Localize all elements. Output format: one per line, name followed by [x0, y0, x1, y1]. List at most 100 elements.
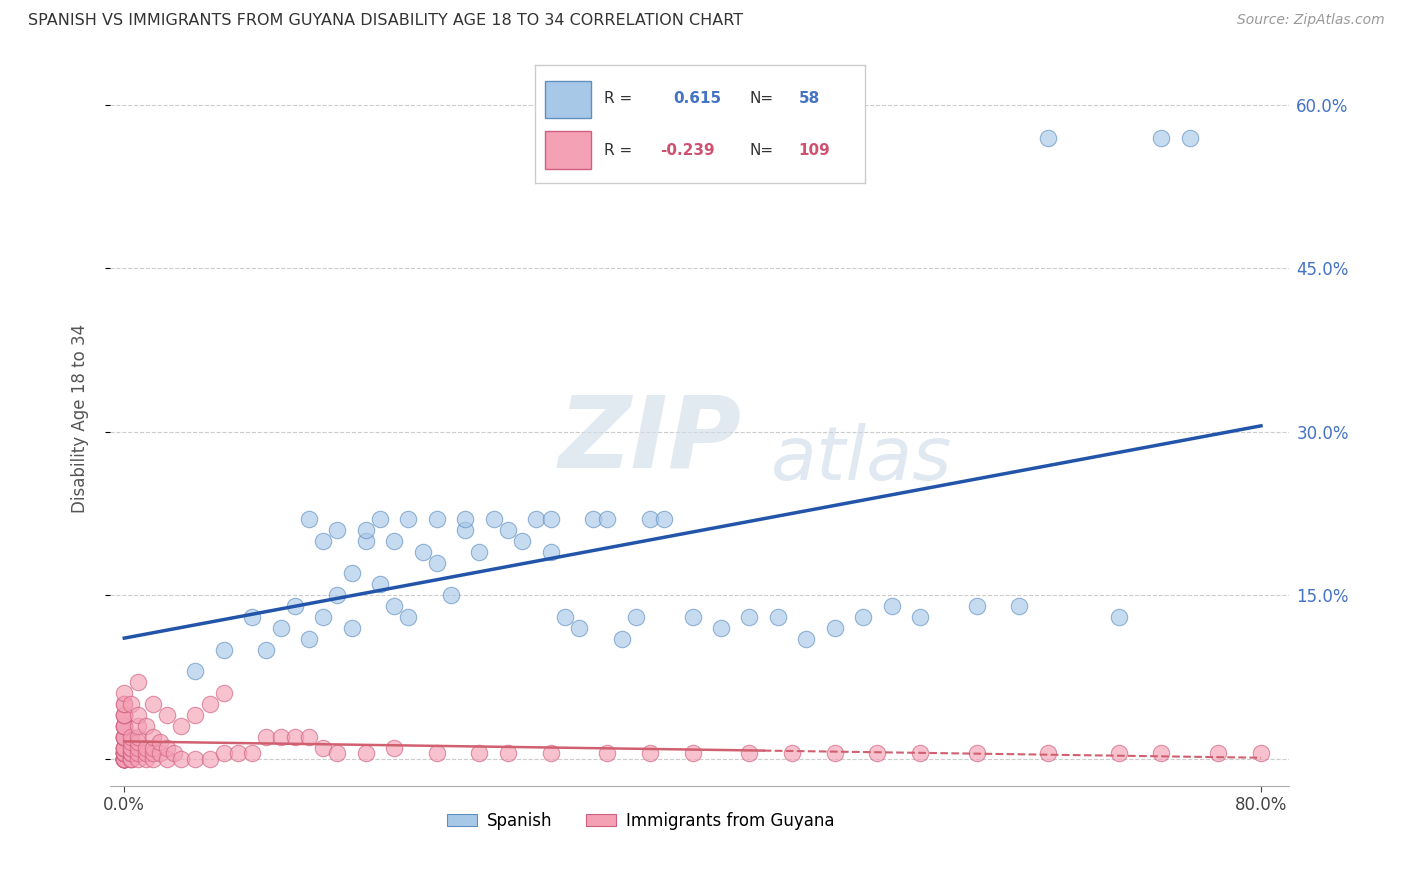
Point: [908, 746, 931, 760]
Point: [112, 740, 135, 755]
Point: [120, 740, 142, 755]
Point: [298, 512, 321, 526]
Point: [149, 735, 172, 749]
Point: [496, 746, 519, 760]
Point: [212, 746, 235, 760]
Point: [652, 512, 675, 526]
Point: [1208, 746, 1230, 760]
Point: [1150, 746, 1173, 760]
Point: [326, 746, 349, 760]
Point: [270, 621, 292, 635]
Y-axis label: Disability Age 18 to 34: Disability Age 18 to 34: [72, 324, 89, 513]
Point: [482, 512, 505, 526]
Point: [454, 512, 477, 526]
Point: [1250, 746, 1272, 760]
Point: [1108, 610, 1130, 624]
Point: [112, 751, 135, 765]
Point: [112, 730, 135, 744]
Point: [127, 708, 149, 723]
Point: [112, 730, 135, 744]
Point: [794, 632, 817, 646]
Point: [226, 746, 249, 760]
Point: [142, 740, 165, 755]
Point: [824, 621, 846, 635]
Point: [298, 632, 321, 646]
Point: [127, 675, 149, 690]
Point: [112, 751, 135, 765]
Point: [554, 610, 576, 624]
Point: [120, 697, 142, 711]
Point: [312, 610, 335, 624]
Text: SPANISH VS IMMIGRANTS FROM GUYANA DISABILITY AGE 18 TO 34 CORRELATION CHART: SPANISH VS IMMIGRANTS FROM GUYANA DISABI…: [28, 13, 744, 29]
Point: [540, 746, 562, 760]
Point: [112, 708, 135, 723]
Point: [582, 512, 605, 526]
Point: [120, 746, 142, 760]
Point: [780, 746, 803, 760]
Text: Source: ZipAtlas.com: Source: ZipAtlas.com: [1237, 13, 1385, 28]
Point: [112, 719, 135, 733]
Point: [510, 533, 533, 548]
Point: [112, 751, 135, 765]
Point: [766, 610, 789, 624]
Point: [412, 544, 434, 558]
Point: [170, 751, 193, 765]
Point: [354, 533, 377, 548]
Point: [112, 746, 135, 760]
Point: [112, 697, 135, 711]
Point: [198, 751, 221, 765]
Point: [270, 730, 292, 744]
Point: [112, 751, 135, 765]
Point: [184, 751, 207, 765]
Point: [112, 751, 135, 765]
Point: [112, 730, 135, 744]
Point: [1150, 130, 1173, 145]
Point: [496, 523, 519, 537]
Point: [824, 746, 846, 760]
Point: [368, 577, 391, 591]
Point: [127, 751, 149, 765]
Point: [880, 599, 903, 613]
Point: [368, 512, 391, 526]
Point: [1178, 130, 1201, 145]
Point: [426, 556, 449, 570]
Point: [312, 533, 335, 548]
Point: [440, 588, 463, 602]
Point: [426, 746, 449, 760]
Point: [184, 665, 207, 679]
Point: [866, 746, 889, 760]
Point: [638, 512, 661, 526]
Point: [112, 740, 135, 755]
Point: [198, 697, 221, 711]
Point: [454, 523, 477, 537]
Point: [468, 544, 491, 558]
Point: [135, 751, 157, 765]
Point: [120, 751, 142, 765]
Point: [112, 751, 135, 765]
Point: [112, 740, 135, 755]
Point: [284, 730, 307, 744]
Point: [398, 610, 420, 624]
Text: ZIP: ZIP: [558, 392, 741, 489]
Point: [112, 746, 135, 760]
Point: [398, 512, 420, 526]
Point: [596, 746, 619, 760]
Point: [682, 610, 704, 624]
Point: [112, 686, 135, 700]
Point: [112, 740, 135, 755]
Point: [254, 642, 277, 657]
Point: [112, 751, 135, 765]
Point: [326, 523, 349, 537]
Point: [135, 719, 157, 733]
Legend: Spanish, Immigrants from Guyana: Spanish, Immigrants from Guyana: [440, 805, 841, 837]
Point: [112, 730, 135, 744]
Point: [112, 751, 135, 765]
Point: [354, 746, 377, 760]
Point: [426, 512, 449, 526]
Point: [382, 740, 405, 755]
Point: [120, 740, 142, 755]
Point: [163, 746, 186, 760]
Point: [127, 719, 149, 733]
Point: [212, 642, 235, 657]
Point: [112, 697, 135, 711]
